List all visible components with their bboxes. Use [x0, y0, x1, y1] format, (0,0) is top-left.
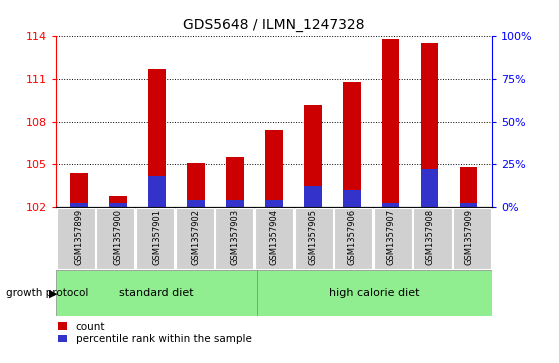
Text: GSM1357901: GSM1357901	[153, 209, 162, 265]
Bar	[295, 208, 333, 269]
Bar	[110, 196, 127, 207]
Text: high calorie diet: high calorie diet	[329, 288, 420, 298]
Bar	[148, 176, 166, 207]
Legend: count, percentile rank within the sample: count, percentile rank within the sample	[56, 319, 254, 346]
Text: GSM1357908: GSM1357908	[425, 209, 434, 265]
Bar	[382, 39, 400, 207]
Text: ▶: ▶	[49, 288, 58, 298]
Bar	[215, 208, 253, 269]
Bar	[70, 173, 88, 207]
Bar	[460, 204, 477, 207]
Bar	[265, 200, 283, 207]
Bar	[226, 157, 244, 207]
Bar	[304, 187, 321, 207]
Bar	[414, 208, 452, 269]
Bar	[453, 208, 491, 269]
Bar	[374, 208, 412, 269]
Bar	[226, 200, 244, 207]
Bar	[265, 130, 283, 207]
Text: GSM1357905: GSM1357905	[309, 209, 318, 265]
Bar	[148, 69, 166, 207]
Bar	[460, 167, 477, 207]
Text: standard diet: standard diet	[119, 288, 194, 298]
Text: GSM1357909: GSM1357909	[464, 209, 473, 265]
Title: GDS5648 / ILMN_1247328: GDS5648 / ILMN_1247328	[183, 19, 364, 33]
Bar	[136, 208, 174, 269]
Bar	[56, 208, 95, 269]
Bar	[187, 163, 205, 207]
Text: GSM1357899: GSM1357899	[75, 209, 84, 265]
Bar	[343, 82, 361, 207]
Text: GSM1357903: GSM1357903	[230, 209, 239, 265]
Bar	[255, 208, 293, 269]
Bar	[187, 200, 205, 207]
Bar	[56, 270, 257, 316]
Bar	[110, 204, 127, 207]
Text: GSM1357907: GSM1357907	[386, 209, 395, 265]
Bar	[421, 170, 438, 207]
Bar	[176, 208, 214, 269]
Text: growth protocol: growth protocol	[6, 288, 88, 298]
Text: GSM1357906: GSM1357906	[347, 209, 356, 265]
Bar	[382, 204, 400, 207]
Bar	[70, 204, 88, 207]
Text: GSM1357902: GSM1357902	[192, 209, 201, 265]
Bar	[421, 44, 438, 207]
Bar	[96, 208, 134, 269]
Bar	[304, 105, 321, 207]
Bar	[343, 190, 361, 207]
Text: GSM1357900: GSM1357900	[113, 209, 122, 265]
Bar	[257, 270, 492, 316]
Text: GSM1357904: GSM1357904	[269, 209, 278, 265]
Bar	[334, 208, 372, 269]
